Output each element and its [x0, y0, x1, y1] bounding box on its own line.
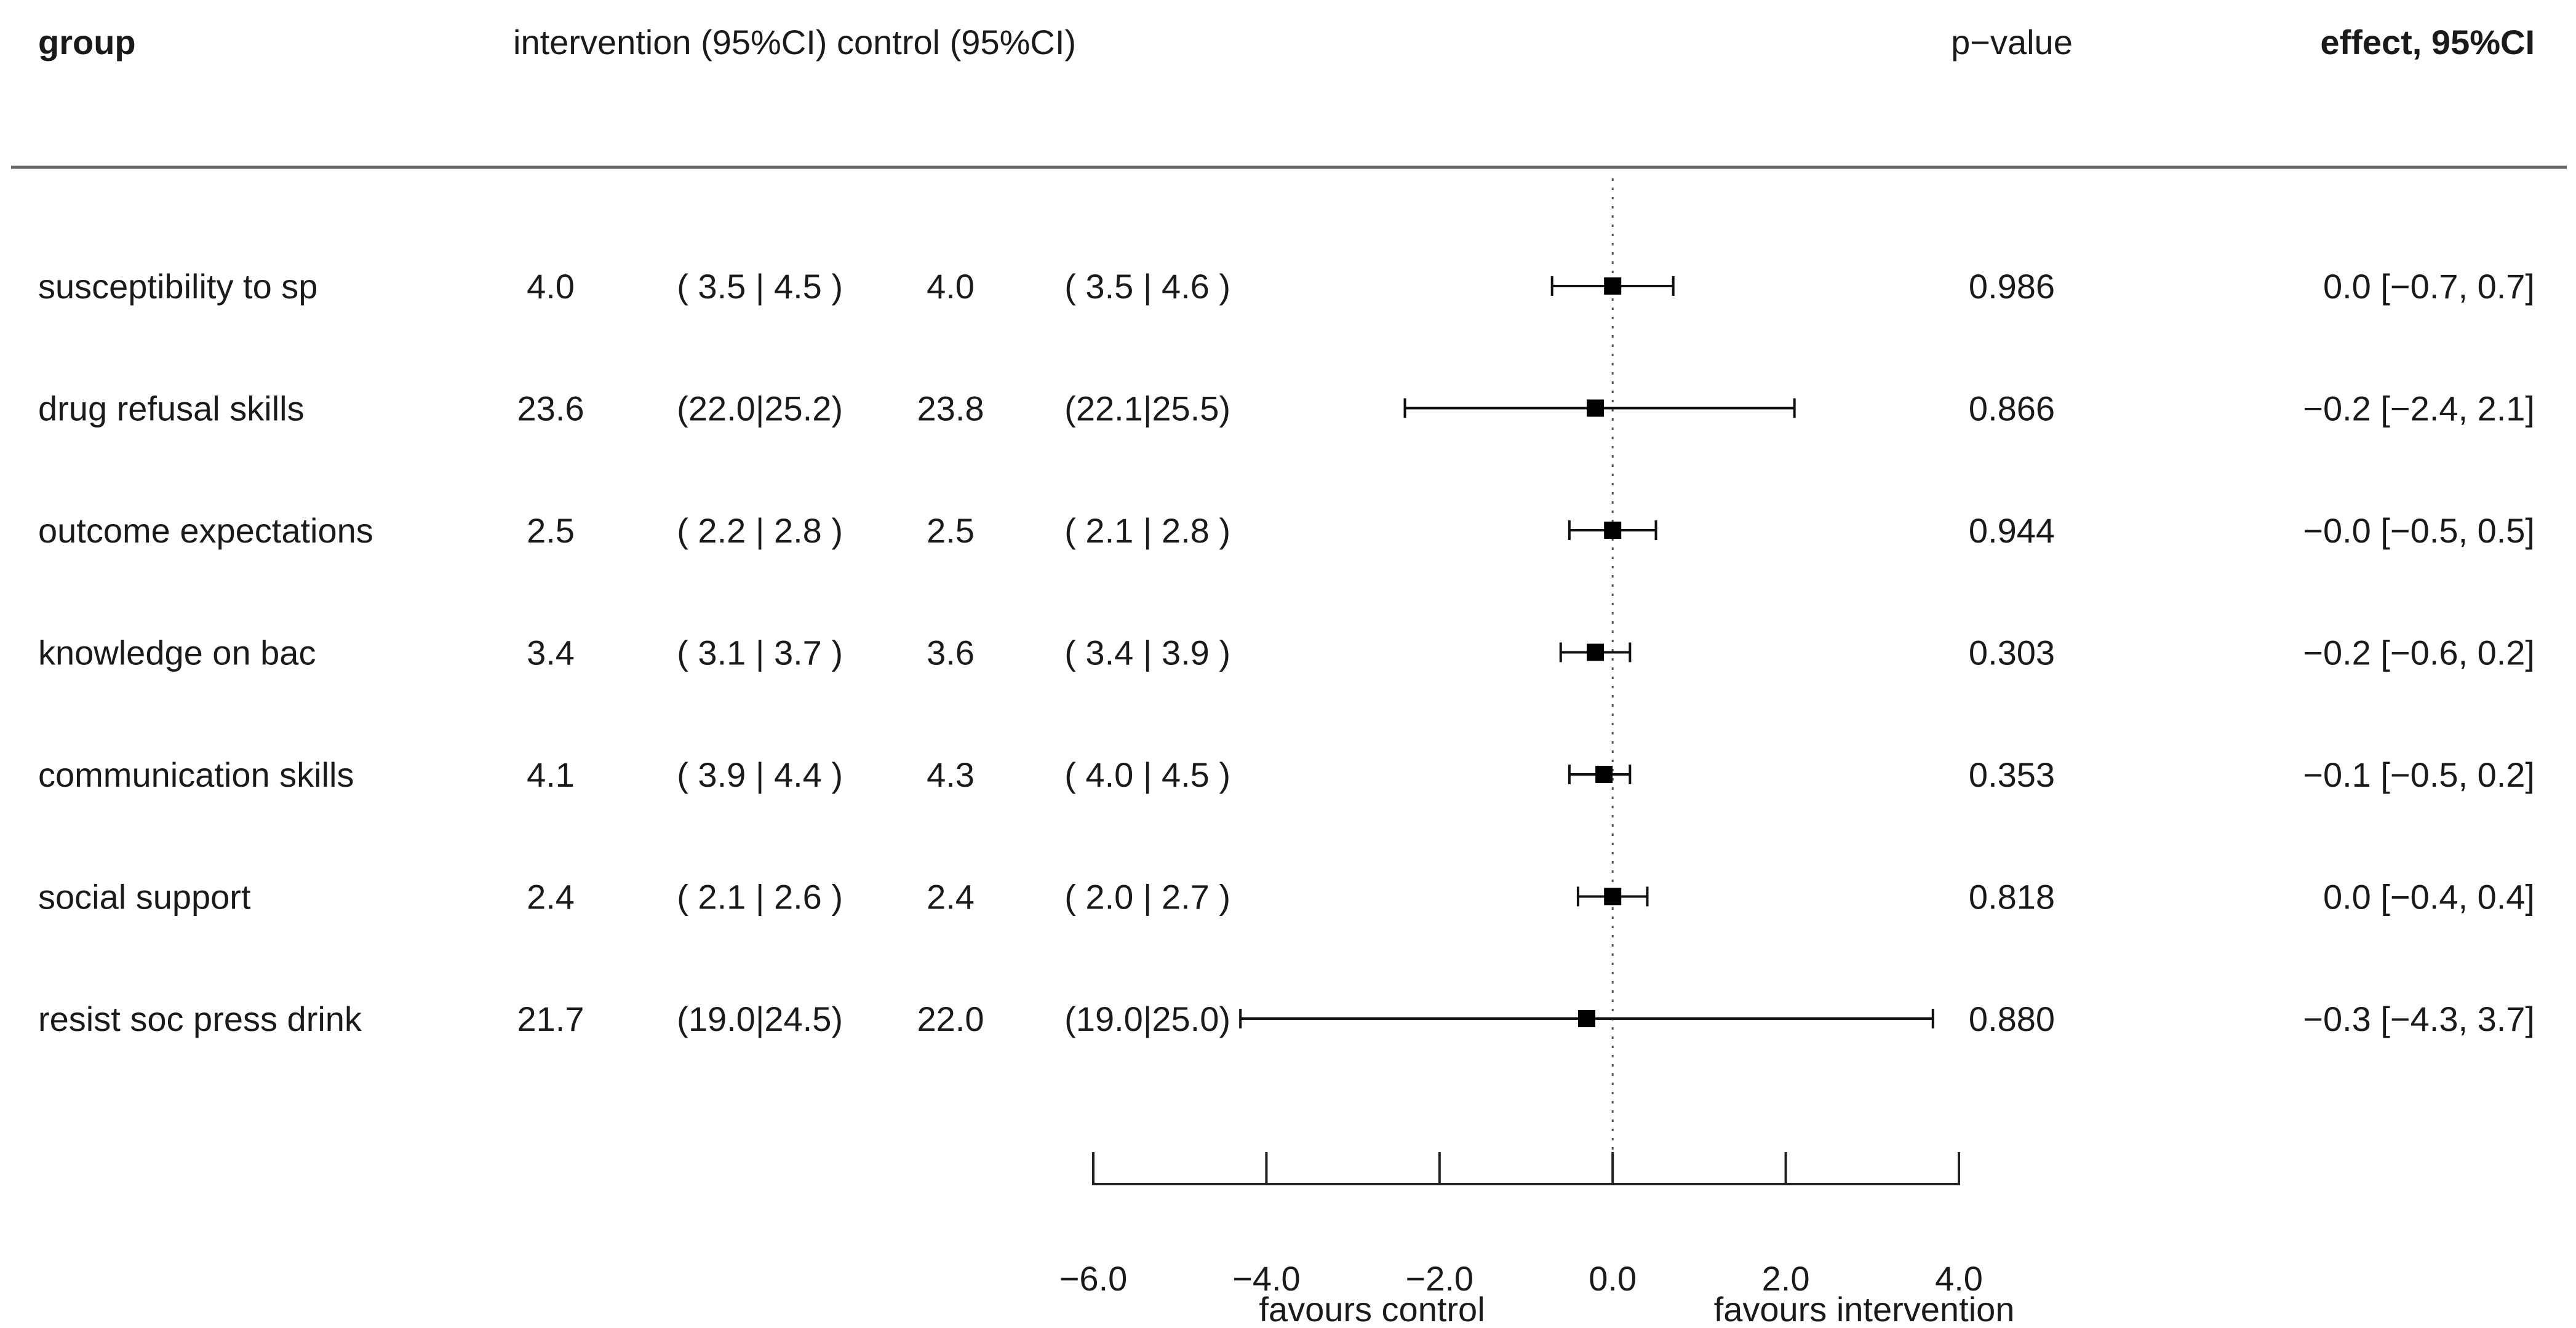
row-effect-text: −0.3 [−4.3, 3.7] [2303, 1000, 2535, 1038]
row-intervention-ci: ( 2.2 | 2.8 ) [677, 511, 843, 550]
table-row: communication skills 4.1 ( 3.9 | 4.4 ) 4.3 (… [38, 755, 2535, 794]
x-tick-label: −2.0 [1406, 1259, 1474, 1298]
x-axis: −6.0 −4.0 −2.0 0.0 2.0 4.0 favours control fa… [1059, 1152, 2015, 1328]
row-group-label: susceptibility to sp [38, 267, 317, 306]
row-group-label: social support [38, 878, 251, 916]
row-intervention-ci: (19.0|24.5) [677, 1000, 843, 1038]
table-row: outcome expectations 2.5 ( 2.2 | 2.8 ) 2.5 (… [38, 511, 2535, 550]
effect-point [1595, 766, 1613, 783]
row-pvalue: 0.944 [1969, 511, 2055, 550]
table-row: susceptibility to sp 4.0 ( 3.5 | 4.5 ) 4.0 (… [38, 267, 2535, 306]
row-intervention-mean: 4.0 [527, 267, 575, 306]
row-effect-text: 0.0 [−0.7, 0.7] [2323, 267, 2535, 306]
row-intervention-mean: 2.5 [527, 511, 575, 550]
row-intervention-mean: 21.7 [517, 1000, 584, 1038]
row-group-label: outcome expectations [38, 511, 373, 550]
row-intervention-ci: ( 3.9 | 4.4 ) [677, 755, 843, 794]
x-tick-label: 0.0 [1589, 1259, 1637, 1298]
row-control-mean: 3.6 [927, 634, 975, 672]
row-control-mean: 2.4 [927, 878, 975, 916]
row-effect-text: −0.2 [−0.6, 0.2] [2303, 634, 2535, 672]
effect-point [1587, 643, 1605, 661]
row-intervention-ci: ( 3.1 | 3.7 ) [677, 634, 843, 672]
row-control-ci: ( 4.0 | 4.5 ) [1064, 755, 1230, 794]
table-row: knowledge on bac 3.4 ( 3.1 | 3.7 ) 3.6 ( 3.4… [38, 634, 2535, 672]
table-row: resist soc press drink 21.7 (19.0|24.5) 22.… [38, 1000, 2535, 1038]
header-intervention-control: intervention (95%CI) control (95%CI) [513, 23, 1076, 62]
row-effect-text: −0.2 [−2.4, 2.1] [2303, 389, 2535, 428]
x-label-favours-control: favours control [1259, 1290, 1485, 1328]
row-pvalue: 0.353 [1969, 755, 2055, 794]
row-intervention-ci: (22.0|25.2) [677, 389, 843, 428]
row-intervention-mean: 2.4 [527, 878, 575, 916]
header-effect: effect, 95%CI [2320, 23, 2535, 62]
row-control-ci: ( 3.5 | 4.6 ) [1064, 267, 1230, 306]
row-pvalue: 0.303 [1969, 634, 2055, 672]
row-control-ci: ( 2.1 | 2.8 ) [1064, 511, 1230, 550]
row-control-mean: 4.0 [927, 267, 975, 306]
effect-point [1604, 888, 1622, 905]
effect-point [1587, 399, 1605, 417]
row-control-ci: (22.1|25.5) [1064, 389, 1230, 428]
row-control-ci: ( 2.0 | 2.7 ) [1064, 878, 1230, 916]
x-tick-label: 4.0 [1935, 1259, 1983, 1298]
row-intervention-mean: 4.1 [527, 755, 575, 794]
row-group-label: communication skills [38, 755, 354, 794]
effect-point [1604, 277, 1622, 295]
row-pvalue: 0.986 [1969, 267, 2055, 306]
row-control-ci: (19.0|25.0) [1064, 1000, 1230, 1038]
x-tick-label: 2.0 [1762, 1259, 1810, 1298]
row-control-mean: 23.8 [917, 389, 984, 428]
header-pvalue: p−value [1951, 23, 2073, 62]
effect-point [1604, 522, 1622, 539]
row-group-label: drug refusal skills [38, 389, 305, 428]
header-group: group [38, 23, 136, 62]
row-group-label: knowledge on bac [38, 634, 316, 672]
row-control-ci: ( 3.4 | 3.9 ) [1064, 634, 1230, 672]
row-intervention-ci: ( 2.1 | 2.6 ) [677, 878, 843, 916]
x-tick-label: −4.0 [1232, 1259, 1301, 1298]
row-group-label: resist soc press drink [38, 1000, 362, 1038]
table-row: social support 2.4 ( 2.1 | 2.6 ) 2.4 ( 2.0 |… [38, 878, 2535, 916]
row-control-mean: 4.3 [927, 755, 975, 794]
table-row: drug refusal skills 23.6 (22.0|25.2) 23.8 (2… [38, 389, 2535, 428]
row-pvalue: 0.866 [1969, 389, 2055, 428]
row-effect-text: −0.1 [−0.5, 0.2] [2303, 755, 2535, 794]
row-pvalue: 0.818 [1969, 878, 2055, 916]
row-control-mean: 2.5 [927, 511, 975, 550]
row-effect-text: 0.0 [−0.4, 0.4] [2323, 878, 2535, 916]
row-intervention-mean: 3.4 [527, 634, 575, 672]
table-rows: susceptibility to sp 4.0 ( 3.5 | 4.5 ) 4.0 (… [38, 267, 2535, 1038]
effect-point [1577, 1010, 1595, 1027]
row-intervention-ci: ( 3.5 | 4.5 ) [677, 267, 843, 306]
row-control-mean: 22.0 [917, 1000, 984, 1038]
row-pvalue: 0.880 [1969, 1000, 2055, 1038]
header: group intervention (95%CI) control (95%C… [38, 23, 2535, 62]
x-label-favours-intervention: favours intervention [1714, 1290, 2015, 1328]
row-effect-text: −0.0 [−0.5, 0.5] [2303, 511, 2535, 550]
x-tick-label: −6.0 [1059, 1259, 1128, 1298]
row-intervention-mean: 23.6 [517, 389, 584, 428]
